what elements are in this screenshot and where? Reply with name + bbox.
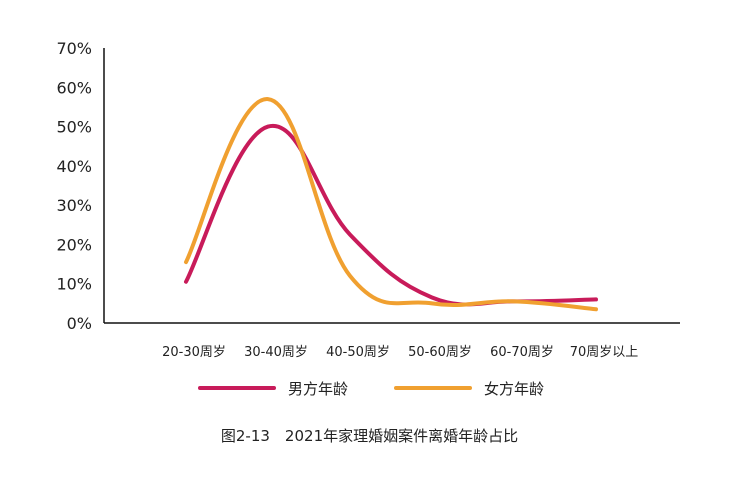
x-tick-label: 40-50周岁: [326, 345, 390, 360]
y-tick-label: 50%: [56, 118, 92, 137]
x-tick-label: 50-60周岁: [408, 345, 472, 360]
x-tick-label: 70周岁以上: [570, 345, 639, 360]
y-tick-label: 40%: [56, 157, 92, 176]
series-line-2: [184, 97, 598, 312]
y-tick-label: 10%: [56, 275, 92, 294]
legend-label: 男方年龄: [288, 380, 348, 398]
x-tick-label: 30-40周岁: [244, 345, 308, 360]
y-tick-label: 70%: [56, 39, 92, 58]
chart-caption: 图2-13 2021年家理婚姻案件离婚年龄占比: [220, 427, 519, 445]
x-tick-label: 60-70周岁: [490, 345, 554, 360]
series-line-1: [184, 123, 598, 307]
line-chart: 0% 10% 20% 30% 40% 50% 60% 70% 20-30周岁 30-40周岁 40…: [56, 39, 680, 398]
legend-label: 女方年龄: [484, 380, 544, 398]
y-tick-label: 30%: [56, 196, 92, 215]
y-tick-label: 20%: [56, 235, 92, 254]
x-tick-label: 20-30周岁: [162, 345, 226, 360]
y-tick-label: 0%: [67, 314, 92, 333]
y-tick-label: 60%: [56, 78, 92, 97]
